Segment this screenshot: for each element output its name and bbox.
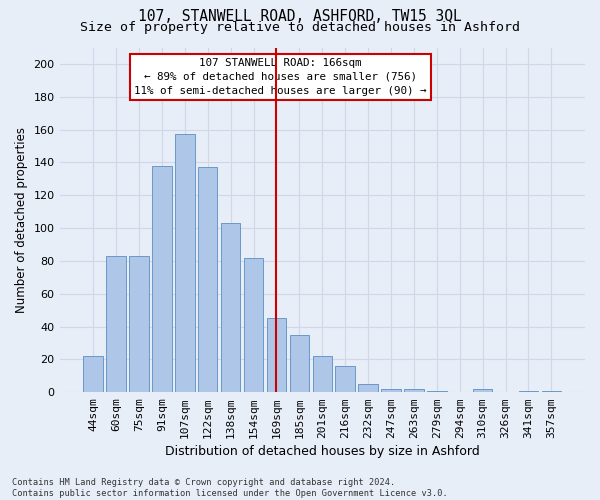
Bar xyxy=(427,390,446,392)
Bar xyxy=(221,223,241,392)
Bar xyxy=(542,390,561,392)
Bar xyxy=(106,256,126,392)
Bar xyxy=(313,356,332,392)
Bar xyxy=(519,390,538,392)
Bar xyxy=(358,384,378,392)
Text: Size of property relative to detached houses in Ashford: Size of property relative to detached ho… xyxy=(80,21,520,34)
X-axis label: Distribution of detached houses by size in Ashford: Distribution of detached houses by size … xyxy=(165,444,479,458)
Bar xyxy=(267,318,286,392)
Bar xyxy=(244,258,263,392)
Bar xyxy=(335,366,355,392)
Bar xyxy=(83,356,103,392)
Y-axis label: Number of detached properties: Number of detached properties xyxy=(15,127,28,313)
Text: 107, STANWELL ROAD, ASHFORD, TW15 3QL: 107, STANWELL ROAD, ASHFORD, TW15 3QL xyxy=(138,9,462,24)
Text: 107 STANWELL ROAD: 166sqm
← 89% of detached houses are smaller (756)
11% of semi: 107 STANWELL ROAD: 166sqm ← 89% of detac… xyxy=(134,58,427,96)
Bar xyxy=(473,389,493,392)
Bar xyxy=(152,166,172,392)
Bar xyxy=(290,334,309,392)
Bar xyxy=(381,389,401,392)
Text: Contains HM Land Registry data © Crown copyright and database right 2024.
Contai: Contains HM Land Registry data © Crown c… xyxy=(12,478,448,498)
Bar xyxy=(175,134,194,392)
Bar xyxy=(198,168,217,392)
Bar xyxy=(129,256,149,392)
Bar xyxy=(404,389,424,392)
